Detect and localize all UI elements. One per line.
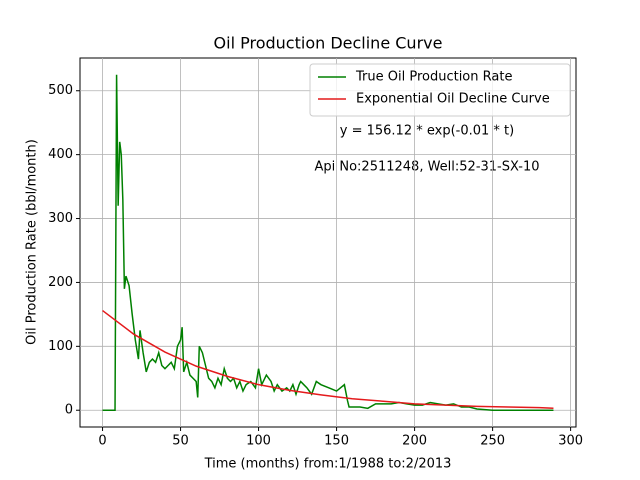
x-tick-label: 250 bbox=[480, 434, 505, 449]
plot-frame bbox=[79, 57, 577, 428]
y-tick-label: 200 bbox=[48, 275, 73, 290]
y-tick-label: 0 bbox=[65, 403, 73, 418]
data-line bbox=[102, 309, 554, 410]
chart-title: Oil Production Decline Curve bbox=[214, 34, 443, 53]
y-tick-label: 500 bbox=[48, 83, 73, 98]
y-tick-label: 300 bbox=[48, 211, 73, 226]
y-tick-label: 100 bbox=[48, 339, 73, 354]
legend-label: Exponential Oil Decline Curve bbox=[356, 92, 550, 107]
x-tick-label: 200 bbox=[402, 434, 427, 449]
x-tick-label: 50 bbox=[172, 434, 189, 449]
data-line bbox=[102, 74, 554, 411]
x-axis-label: Time (months) from:1/1988 to:2/2013 bbox=[204, 457, 452, 472]
y-axis-label: Oil Production Rate (bbl/month) bbox=[25, 139, 40, 345]
annotation: y = 156.12 * exp(-0.01 * t) bbox=[340, 124, 514, 139]
x-tick-label: 300 bbox=[558, 434, 583, 449]
x-tick-label: 0 bbox=[98, 434, 106, 449]
y-tick-label: 400 bbox=[48, 147, 73, 162]
legend-label: True Oil Production Rate bbox=[355, 70, 512, 85]
x-tick-label: 150 bbox=[324, 434, 349, 449]
x-tick-label: 100 bbox=[246, 434, 271, 449]
annotation: Api No:2511248, Well:52-31-SX-10 bbox=[314, 160, 539, 175]
legend-box bbox=[309, 63, 571, 117]
